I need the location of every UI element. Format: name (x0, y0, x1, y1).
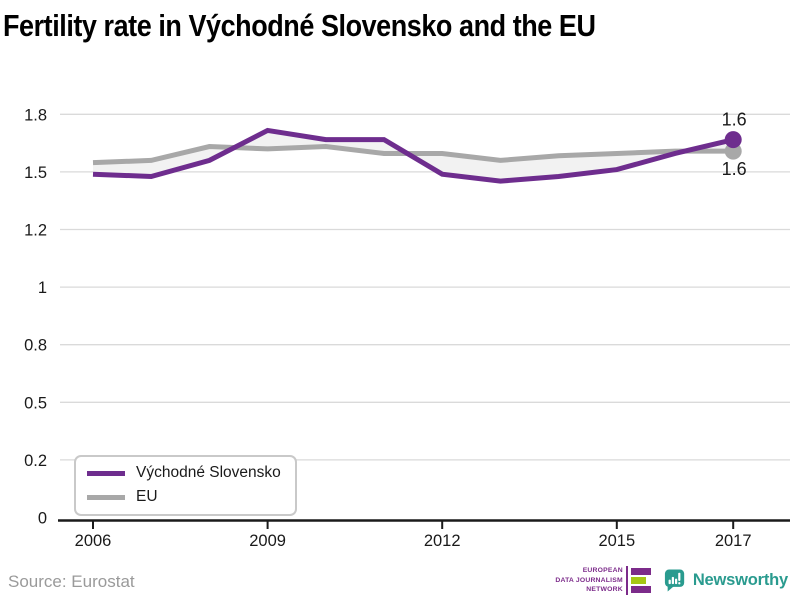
line-eu (92, 144, 734, 166)
newsworthy-logo[interactable]: Newsworthy (664, 568, 788, 593)
edjn-logo[interactable]: EUROPEAN DATA JOURNALISM NETWORK (555, 566, 651, 595)
y-tick-label: 0.2 (24, 452, 47, 470)
source-note: Source: Eurostat (8, 572, 135, 591)
end-dot-vychodne-slovensko (724, 131, 742, 149)
edjn-logo-text: EUROPEAN DATA JOURNALISM NETWORK (555, 566, 622, 595)
edjn-line-2: DATA JOURNALISM (555, 576, 623, 584)
edjn-bar-middle (630, 577, 646, 584)
y-tick-label: 1 (38, 279, 47, 297)
y-tick-label: 1.5 (24, 164, 47, 182)
edjn-bar-bottom (630, 586, 651, 593)
y-tick-label: 0.8 (24, 337, 47, 355)
x-tick-label: 2012 (424, 532, 461, 550)
legend-label-vychodne-slovensko: Východné Slovensko (136, 464, 281, 481)
newsworthy-chart-bubble-icon (664, 569, 684, 592)
footer-logos: EUROPEAN DATA JOURNALISM NETWORK (555, 566, 788, 595)
y-tick-label: 0 (38, 510, 47, 528)
line-vychodne-slovensko (92, 127, 734, 184)
edjn-bar-top (630, 568, 651, 575)
legend-item-eu: EU (87, 488, 281, 506)
legend-swatch-eu (87, 494, 125, 500)
edjn-line-1: EUROPEAN (582, 567, 623, 575)
y-tick-label: 1.8 (24, 106, 47, 124)
edjn-line-3: NETWORK (586, 586, 623, 594)
end-value-label-vychodne-slovensko: 1.6 (722, 110, 747, 130)
edjn-logo-rule (625, 566, 628, 595)
x-tick-label: 2009 (249, 532, 286, 550)
y-tick-label: 0.5 (24, 394, 47, 412)
x-tick-label: 2017 (715, 532, 752, 550)
edjn-logo-mark-icon (630, 568, 651, 593)
y-tick-label: 1.2 (24, 222, 47, 240)
x-tick-label: 2006 (75, 532, 112, 550)
x-tick-label: 2015 (598, 532, 635, 550)
chart-title: Fertility rate in Východné Slovensko and… (3, 8, 596, 43)
fertility-line-chart: 1.8 1.5 1.2 1 0.8 0.5 0.2 0 2006 2009 2012 2015 2017… (24, 106, 790, 550)
end-value-label-eu: 1.6 (722, 159, 747, 179)
footer: Source: Eurostat EUROPEAN DATA JOURNALIS… (0, 560, 800, 600)
legend-item-vychodne-slovensko: Východné Slovensko (87, 464, 281, 482)
legend-swatch-vychodne-slovensko (87, 470, 125, 476)
legend: Východné Slovensko EU (74, 455, 297, 516)
newsworthy-logo-text: Newsworthy (692, 571, 788, 589)
legend-label-eu: EU (136, 488, 158, 505)
